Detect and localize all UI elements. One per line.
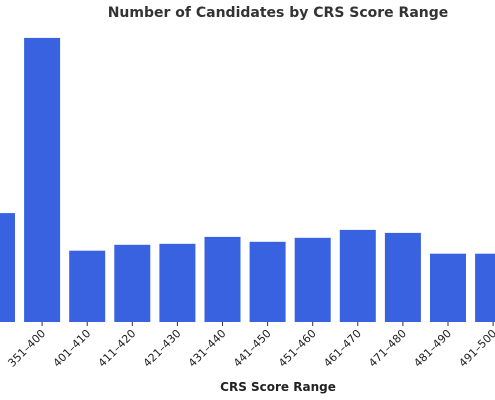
bar-351–400 [24, 37, 61, 323]
x-tick-label: 351–400 [5, 327, 48, 370]
bar-491–500 [475, 253, 495, 322]
bar-481–490 [430, 253, 466, 322]
x-axis-label: CRS Score Range [220, 380, 336, 394]
bar-471–480 [384, 232, 421, 322]
bar-301–350 [0, 213, 15, 322]
chart-title: Number of Candidates by CRS Score Range [108, 5, 449, 21]
x-tick-label: 431–440 [186, 327, 229, 370]
x-tick-label: 451–460 [276, 327, 319, 370]
bar-401–410 [69, 250, 106, 322]
bar-451–460 [294, 237, 331, 322]
x-tick-label: 481–490 [411, 327, 454, 370]
x-tick-label: 441–450 [231, 327, 274, 370]
x-tick-label: 421–430 [141, 327, 184, 370]
x-tick-label: 401–410 [51, 327, 94, 370]
bars-group [0, 37, 495, 323]
bar-411–420 [114, 244, 151, 322]
bar-431–440 [204, 236, 241, 322]
bar-461–470 [339, 229, 376, 322]
x-tick-label: 461–470 [321, 327, 364, 370]
x-tick-label: 471–480 [366, 327, 409, 370]
x-ticks-group: 301–350 351–400 401–410 411–420 421–430 431–4… [0, 322, 495, 370]
x-tick-label: 301–350 [0, 327, 3, 370]
x-tick-label: 411–420 [96, 327, 139, 370]
bar-421–430 [159, 243, 196, 322]
bar-441–450 [249, 241, 286, 322]
x-tick-label: 491–500 [456, 327, 495, 370]
